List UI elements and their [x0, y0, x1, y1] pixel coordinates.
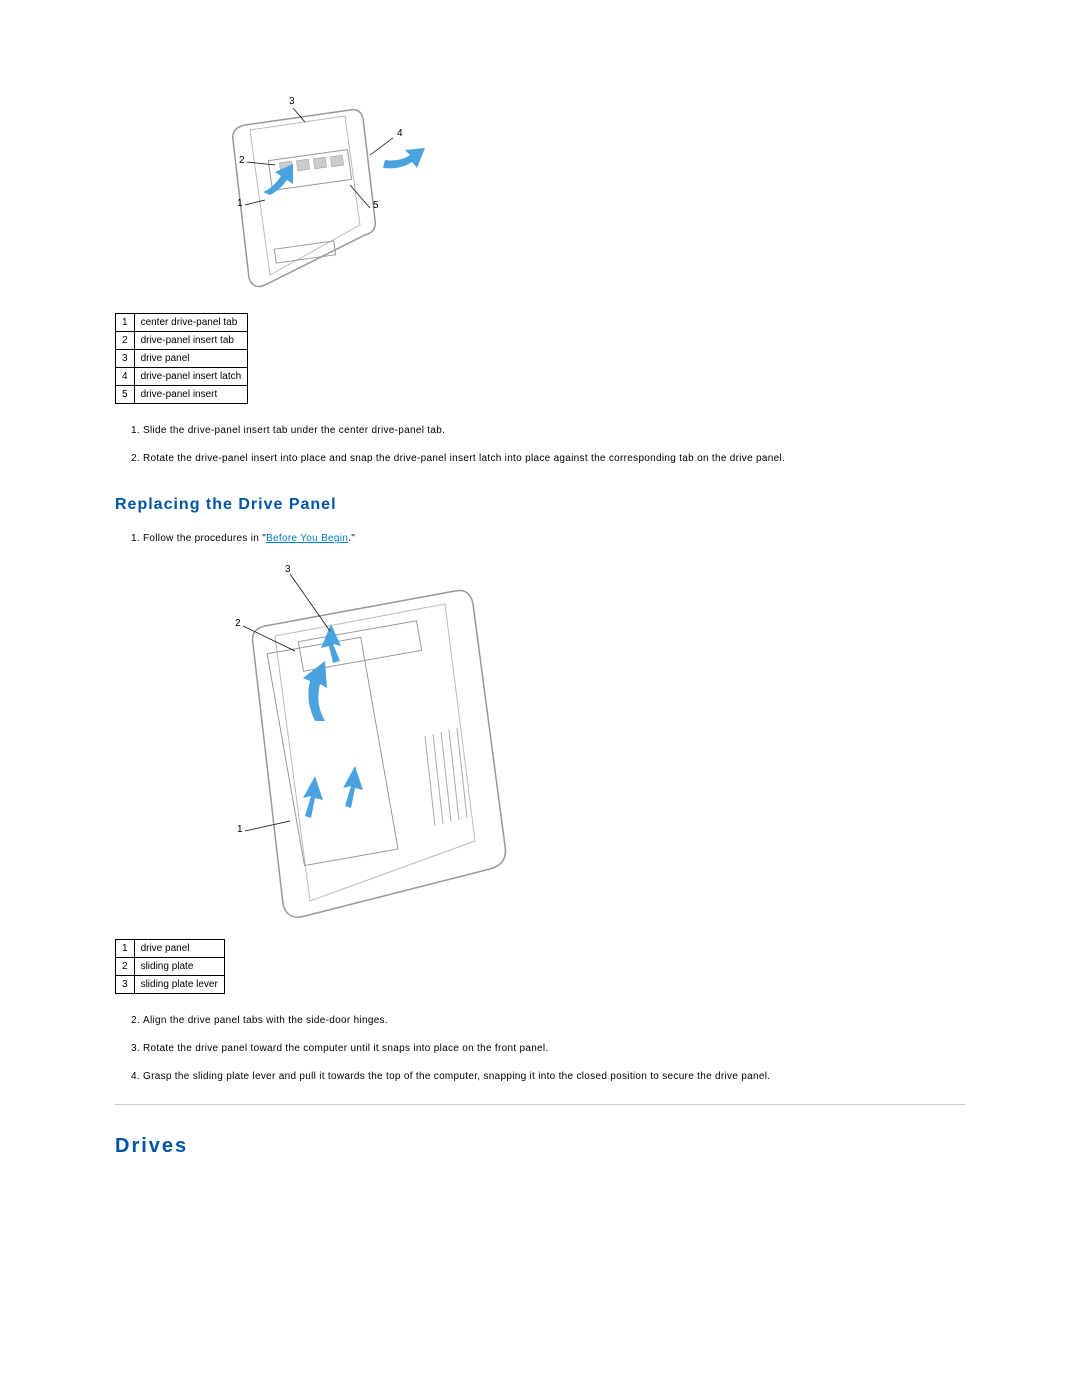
figure-1: 1 2 3 4 5: [115, 20, 965, 303]
callout-label: center drive-panel tab: [134, 314, 248, 332]
step-item: Slide the drive-panel insert tab under t…: [143, 424, 965, 438]
section-divider: [115, 1104, 965, 1105]
callout-label: drive panel: [134, 350, 248, 368]
fig1-num-4: 4: [397, 128, 403, 139]
table-row: 4 drive-panel insert latch: [116, 368, 248, 386]
table-row: 2 sliding plate: [116, 958, 225, 976]
table-row: 1 drive panel: [116, 940, 225, 958]
figure-1-image: 1 2 3 4 5: [175, 100, 455, 300]
fig1-num-3: 3: [289, 96, 295, 107]
table-row: 1 center drive-panel tab: [116, 314, 248, 332]
figure-2-image: 1 2 3: [175, 566, 525, 926]
table-row: 2 drive-panel insert tab: [116, 332, 248, 350]
callout-label: sliding plate lever: [134, 976, 224, 994]
step-item: Grasp the sliding plate lever and pull i…: [143, 1070, 965, 1084]
table-row: 5 drive-panel insert: [116, 386, 248, 404]
fig1-num-1: 1: [237, 198, 243, 209]
step-item: Follow the procedures in "Before You Beg…: [143, 532, 965, 546]
callout-num: 3: [116, 350, 135, 368]
figure-2-callout-table: 1 drive panel 2 sliding plate 3 sliding …: [115, 939, 225, 994]
callout-label: drive-panel insert tab: [134, 332, 248, 350]
steps-list-b-part2: Align the drive panel tabs with the side…: [115, 1014, 965, 1084]
table-row: 3 sliding plate lever: [116, 976, 225, 994]
page-content: 1 2 3 4 5 1 center drive-panel tab 2 dri…: [0, 20, 1080, 1208]
section-heading-replacing: Replacing the Drive Panel: [115, 496, 965, 514]
table-row: 3 drive panel: [116, 350, 248, 368]
steps-list-a: Slide the drive-panel insert tab under t…: [115, 424, 965, 466]
callout-num: 1: [116, 314, 135, 332]
callout-label: sliding plate: [134, 958, 224, 976]
before-you-begin-link[interactable]: Before You Begin: [266, 533, 348, 544]
figure-1-callout-table: 1 center drive-panel tab 2 drive-panel i…: [115, 313, 248, 404]
step-item: Align the drive panel tabs with the side…: [143, 1014, 965, 1028]
callout-label: drive-panel insert: [134, 386, 248, 404]
step-text-pre: Follow the procedures in ": [143, 533, 266, 544]
step-item: Rotate the drive-panel insert into place…: [143, 452, 965, 466]
fig1-num-2: 2: [239, 155, 245, 166]
callout-num: 4: [116, 368, 135, 386]
callout-num: 1: [116, 940, 135, 958]
callout-label: drive panel: [134, 940, 224, 958]
callout-num: 3: [116, 976, 135, 994]
fig2-num-2: 2: [235, 618, 241, 629]
steps-list-b-part1: Follow the procedures in "Before You Beg…: [115, 532, 965, 546]
callout-num: 2: [116, 958, 135, 976]
section-heading-drives: Drives: [115, 1135, 965, 1158]
callout-num: 2: [116, 332, 135, 350]
figure-2: 1 2 3: [115, 566, 965, 929]
callout-num: 5: [116, 386, 135, 404]
fig2-num-1: 1: [237, 824, 243, 835]
fig1-num-5: 5: [373, 200, 379, 211]
fig2-num-3: 3: [285, 564, 291, 575]
step-text-post: .": [348, 533, 355, 544]
step-item: Rotate the drive panel toward the comput…: [143, 1042, 965, 1056]
callout-label: drive-panel insert latch: [134, 368, 248, 386]
